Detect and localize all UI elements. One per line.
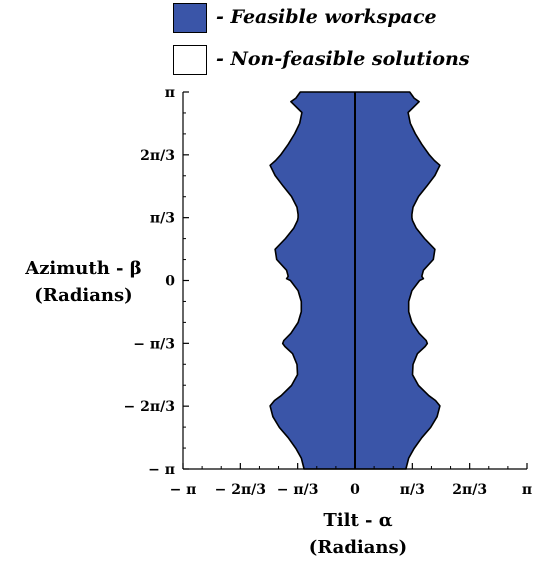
x-tick-label: − 2π/3 [215,482,266,498]
legend-swatch-feasible [173,3,207,33]
y-tick-label: π [165,85,175,101]
x-tick-label: 0 [350,482,360,498]
x-tick-label: π [522,482,532,498]
x-axis-title-line2: (Radians) [308,537,408,558]
legend-label-feasible: - Feasible workspace [216,6,437,28]
legend-label-nonfeasible: - Non-feasible solutions [216,48,470,70]
x-tick-label: − π [170,482,197,498]
y-tick-label: − 2π/3 [124,399,175,415]
y-tick-label: 0 [165,274,175,290]
y-axis-title-line1: Azimuth - β [25,258,142,279]
x-tick-label: π/3 [400,482,425,498]
y-tick-label: π/3 [150,211,175,227]
y-tick-label: − π/3 [133,336,175,352]
y-tick-label: − π [148,462,175,478]
x-tick-label: − π/3 [277,482,319,498]
x-tick-label: 2π/3 [452,482,487,498]
x-axis-title-line1: Tilt - α [323,510,393,531]
legend-swatch-nonfeasible [173,45,207,75]
y-axis-title-line2: (Radians) [34,285,133,306]
y-tick-label: 2π/3 [140,148,175,164]
